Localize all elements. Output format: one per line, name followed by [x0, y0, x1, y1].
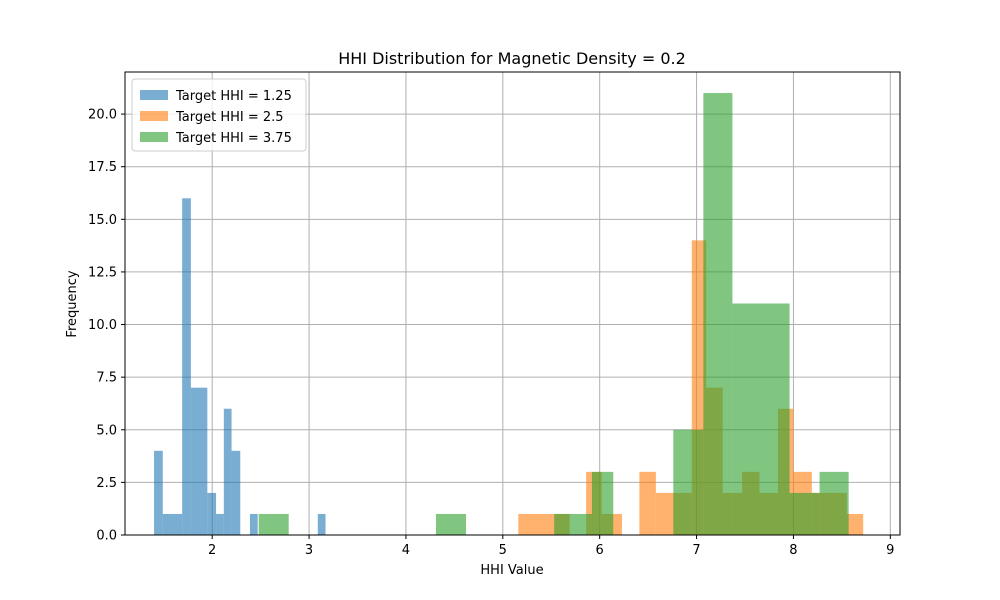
- y-tick-label: 0.0: [96, 529, 117, 544]
- x-tick-label: 8: [789, 543, 797, 558]
- histogram-bar: [258, 513, 289, 535]
- y-tick-label: 2.5: [96, 476, 117, 491]
- axis-ticks: 2 3 4 5 6 7 8 9 0.0 2.5 5.0 7.5 10.0 12.5 15.0 17.5 20.0: [88, 108, 894, 558]
- histogram-bar: [703, 93, 733, 535]
- histogram-bar: [231, 450, 241, 535]
- y-axis-label: Frequency: [65, 270, 80, 337]
- series-1-bars: [154, 198, 326, 536]
- y-tick-label: 15.0: [88, 213, 117, 228]
- histogram-bar: [182, 198, 191, 536]
- x-tick-label: 6: [596, 543, 604, 558]
- histogram-bar: [162, 513, 172, 535]
- histogram-bar: [518, 513, 556, 535]
- histogram-bar: [573, 513, 592, 535]
- y-tick-label: 10.0: [88, 318, 117, 333]
- legend-label: Target HHI = 1.25: [175, 89, 292, 104]
- bars: [154, 93, 864, 536]
- x-tick-label: 5: [499, 543, 507, 558]
- legend-swatch: [140, 111, 168, 121]
- y-tick-label: 17.5: [88, 160, 117, 175]
- histogram-bar: [249, 513, 258, 535]
- histogram-bar: [639, 471, 656, 535]
- plot-frame: [124, 71, 901, 536]
- histogram-bar: [789, 492, 820, 535]
- x-tick-label: 4: [402, 543, 410, 558]
- chart-title: HHI Distribution for Magnetic Density = …: [338, 49, 686, 68]
- histogram-bar: [317, 513, 326, 535]
- x-tick-label: 7: [692, 543, 700, 558]
- legend-swatch: [140, 90, 168, 100]
- histogram-bar: [846, 513, 864, 535]
- legend-box: [131, 78, 307, 152]
- histogram-bar: [591, 471, 614, 535]
- x-tick-label: 9: [886, 543, 894, 558]
- histogram-bar: [207, 492, 217, 535]
- histogram-bar: [216, 513, 224, 535]
- legend: Target HHI = 1.25 Target HHI = 2.5 Target …: [131, 78, 307, 152]
- y-tick-label: 12.5: [88, 265, 117, 280]
- legend-label: Target HHI = 3.75: [175, 131, 292, 146]
- x-tick-label: 2: [208, 543, 216, 558]
- x-axis-label: HHI Value: [480, 563, 543, 578]
- series-3-bars: [258, 93, 849, 535]
- legend-label: Target HHI = 2.5: [175, 110, 284, 125]
- legend-swatch: [140, 132, 168, 142]
- histogram-bar: [819, 471, 849, 535]
- x-tick-label: 3: [305, 543, 313, 558]
- histogram-bar: [554, 513, 574, 535]
- histogram-bar: [673, 429, 693, 535]
- histogram-bar: [171, 513, 183, 535]
- y-tick-label: 20.0: [88, 108, 117, 123]
- histogram-bar: [435, 513, 466, 535]
- histogram-bar: [692, 429, 704, 535]
- y-tick-label: 7.5: [96, 371, 117, 386]
- y-tick-label: 5.0: [96, 423, 117, 438]
- histogram-bar: [223, 408, 232, 535]
- histogram-bar: [732, 303, 790, 535]
- histogram-bar: [154, 450, 163, 535]
- histogram-bar: [190, 387, 208, 535]
